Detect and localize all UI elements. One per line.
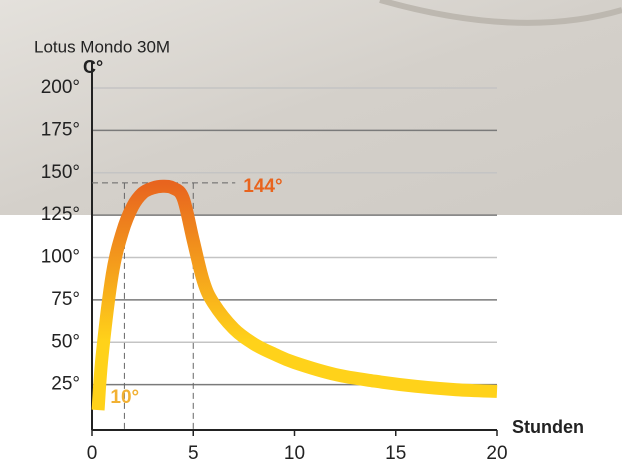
x-tick-label: 20 bbox=[486, 443, 507, 464]
y-tick-label: 75° bbox=[51, 289, 80, 310]
chart-title: Lotus Mondo 30M bbox=[34, 37, 170, 56]
y-tick-label: 200° bbox=[41, 77, 80, 98]
x-tick-label: 0 bbox=[87, 443, 98, 464]
texture-band bbox=[0, 0, 622, 215]
temperature-curve bbox=[91, 179, 498, 411]
x-tick-label: 5 bbox=[188, 443, 199, 464]
y-tick-label: 50° bbox=[51, 331, 80, 352]
peak-label: 144° bbox=[243, 176, 282, 197]
y-tick-label: 175° bbox=[41, 119, 80, 140]
x-tick-label: 15 bbox=[385, 443, 406, 464]
y-axis-label: C° bbox=[83, 57, 103, 77]
texture-vein bbox=[379, 0, 622, 26]
y-tick-label: 125° bbox=[41, 204, 80, 225]
low-label: 10° bbox=[110, 387, 139, 408]
y-tick-label: 25° bbox=[51, 374, 80, 395]
y-tick-label: 150° bbox=[41, 162, 80, 183]
x-axis-label: Stunden bbox=[512, 417, 584, 437]
x-tick-label: 10 bbox=[284, 443, 305, 464]
y-tick-label: 100° bbox=[41, 247, 80, 268]
